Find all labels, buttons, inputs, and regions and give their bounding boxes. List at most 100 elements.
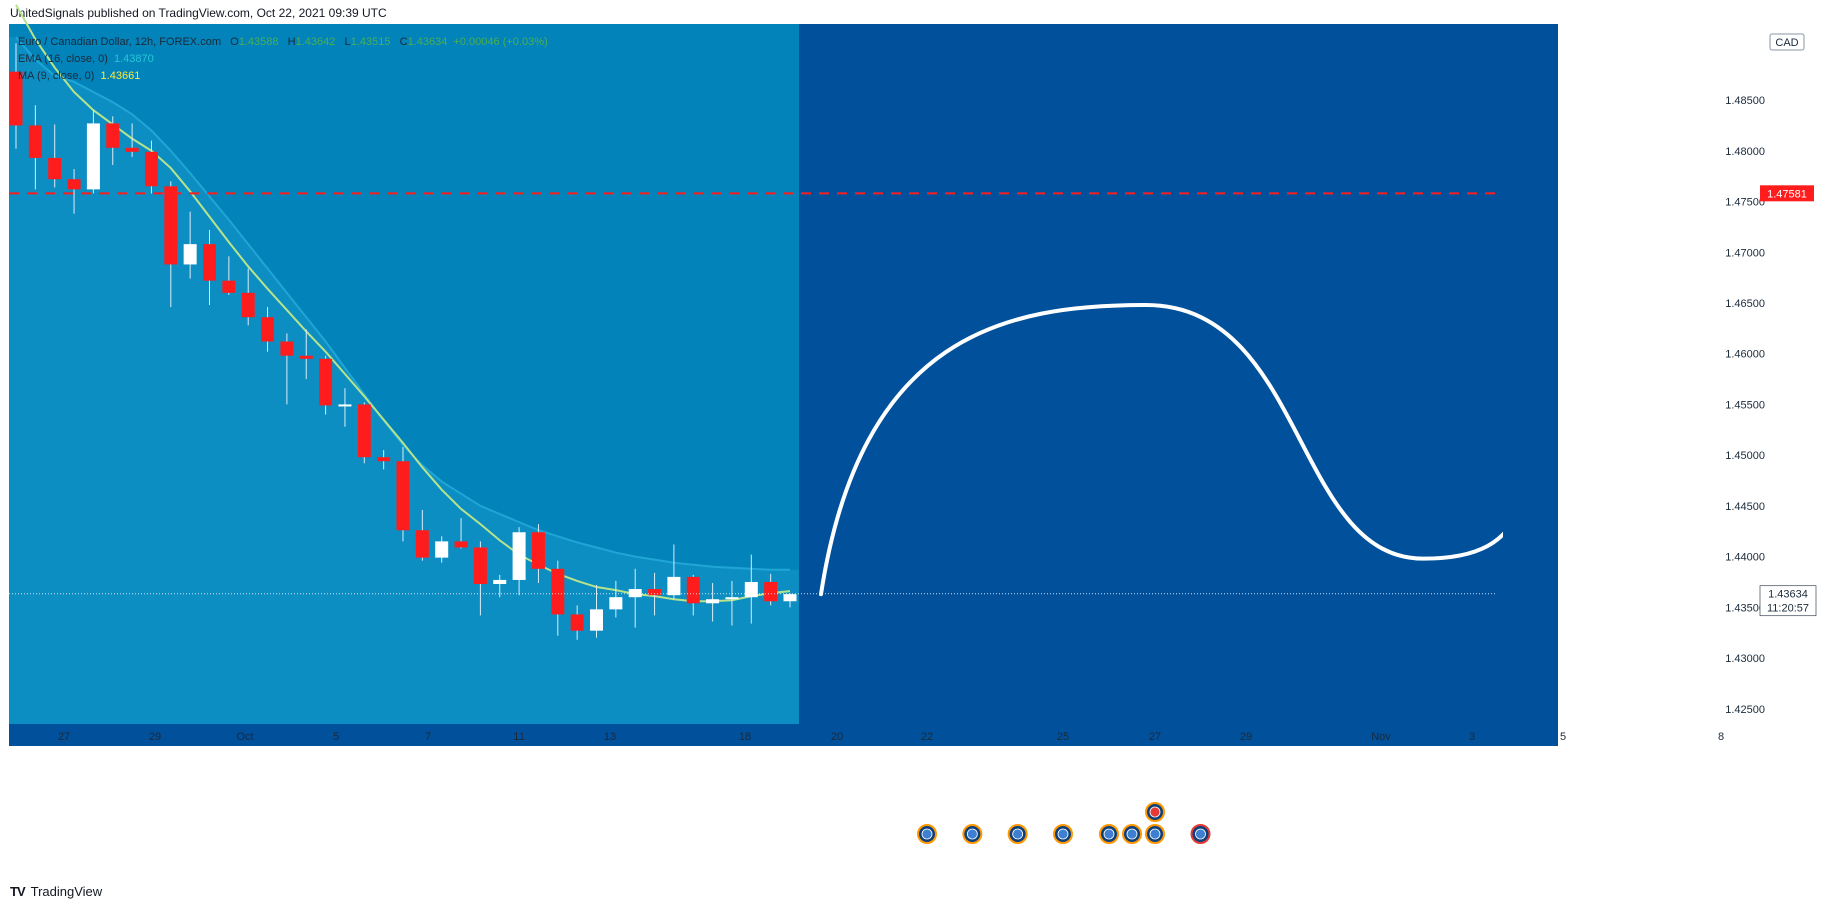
ma-row[interactable]: MA (9, close, 0) 1.43661 [18,68,548,85]
time-tick-label: 25 [1057,731,1069,743]
time-tick-label: 27 [1149,731,1161,743]
current-price-badge [1759,585,1817,617]
candle-body [706,599,720,604]
candle-body [764,581,778,602]
event-flag-icon [1057,828,1069,840]
tradingview-logo-icon[interactable]: TV [10,884,26,899]
candle-body [203,244,216,281]
price-tick-label: 1.45000 [1725,450,1765,462]
candle-body [493,579,507,584]
candle-body [454,541,468,548]
candle-body [609,597,623,610]
candle-body [396,461,410,531]
candle-body [28,125,42,158]
candle-body [531,532,545,569]
candle-body [86,123,100,190]
ma-line [15,4,791,603]
time-tick-label: 7 [425,731,431,743]
candle-body [280,341,294,356]
price-tick-label: 1.42500 [1725,704,1765,716]
price-tick-label: 1.46500 [1725,298,1765,310]
price-tick-label: 1.44000 [1725,552,1765,564]
footer-brand[interactable]: TradingView [30,884,103,899]
candle-body [570,614,584,631]
price-tick-label: 1.47500 [1725,197,1765,209]
target-price-badge-text: 1.47581 [1767,188,1807,200]
countdown-badge-text: 11:20:57 [1767,603,1809,615]
event-flag-icon [1195,828,1206,840]
candle-body [667,576,681,596]
price-tick-label: 1.45500 [1725,399,1765,411]
candle-body [628,589,642,598]
ma-label: MA (9, close, 0) [18,70,95,82]
price-tick-label: 1.43000 [1725,653,1765,665]
chart-legend: Euro / Canadian Dollar, 12h, FOREX.com O… [18,34,548,85]
event-flag-icon [1126,828,1138,840]
price-tick-label: 1.44500 [1725,501,1765,513]
candle-body [48,157,62,180]
candle-body [377,457,391,462]
candle-body [241,292,255,318]
event-flag-icon [1149,828,1161,840]
price-tick-label: 1.46000 [1725,349,1765,361]
time-tick-label: 22 [921,731,933,743]
candle-body [415,530,429,558]
candle-body [783,594,797,602]
candle-body [725,597,739,600]
candle-body [106,123,120,148]
price-tick-label: 1.47000 [1725,247,1765,259]
current-price-badge-text: 1.43634 [1768,589,1808,601]
time-tick-label: 27 [58,731,70,743]
ohlc-high: 1.43642 [295,36,336,48]
time-tick-label: 29 [149,731,161,743]
time-tick-label: 8 [1718,731,1724,743]
candle-body [473,547,487,584]
time-tick-label: 29 [1240,731,1252,743]
candle-body [125,147,139,152]
ohlc-change: +0.00046 (+0.03%) [453,36,548,48]
candle-body [744,581,758,598]
ohlc-open: 1.43588 [238,36,279,48]
candle-body [590,609,603,631]
event-flag-icon [966,828,978,840]
symbol-row[interactable]: Euro / Canadian Dollar, 12h, FOREX.com O… [18,36,548,48]
candle-body [164,186,178,265]
price-tick-label: 1.43500 [1725,602,1765,614]
candle-body [261,317,275,342]
price-tick-label: 1.48000 [1725,146,1765,158]
ema-value: 1.43870 [114,53,154,65]
publisher-line: UnitedSignals published on TradingView.c… [10,6,387,20]
candle-body [686,576,700,604]
event-flag-icon [1103,828,1115,840]
time-tick-label: 13 [604,731,616,743]
ohlc-close: 1.43634 [407,36,448,48]
time-tick-label: Oct [236,731,253,743]
time-tick-label: 18 [739,731,751,743]
price-axis [1558,24,1834,746]
candle-body [648,589,662,596]
candle-body [338,404,352,407]
symbol-name: Euro / Canadian Dollar, 12h, FOREX.com [18,36,221,48]
candle-body [319,358,333,406]
candle-body [144,151,158,187]
candle-body [551,568,565,615]
footer: TV TradingView [10,884,102,899]
price-tick-label: 1.48500 [1725,95,1765,107]
candle-body [222,280,236,293]
time-axis-strip [9,724,1495,746]
time-tick-label: 5 [1560,731,1566,743]
candle-body [512,532,526,580]
ema-row[interactable]: EMA (16, close, 0) 1.43870 [18,51,548,68]
time-tick-label: 5 [333,731,339,743]
ema-line [15,36,790,571]
time-tick-label: 11 [513,731,524,743]
time-tick-label: 3 [1469,731,1475,743]
ema-label: EMA (16, close, 0) [18,53,108,65]
currency-label: CAD [1775,37,1798,49]
ema-band-area [9,37,799,724]
candle-body [183,244,197,265]
target-price-badge [1760,185,1814,202]
time-tick-label: 20 [831,731,843,743]
event-flag-icon [1012,828,1024,840]
